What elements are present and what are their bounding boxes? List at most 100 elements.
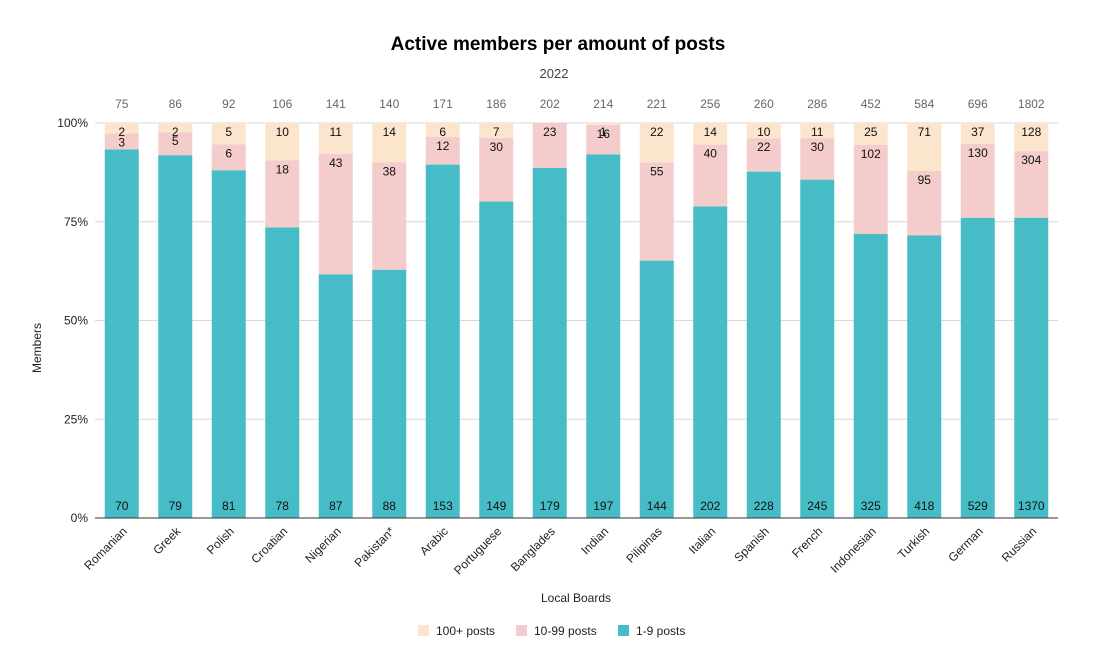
bar-segment	[211, 144, 246, 171]
bar-total-label: 214	[593, 97, 613, 111]
data-label: 228	[754, 499, 774, 513]
bar-segment	[104, 123, 139, 134]
data-label: 43	[329, 156, 343, 170]
data-label: 179	[540, 499, 560, 513]
bar-segment	[425, 164, 460, 518]
data-label: 529	[968, 499, 988, 513]
bar-segment	[104, 149, 139, 519]
bar-segment	[639, 123, 674, 163]
data-label: 153	[433, 499, 453, 513]
y-tick-label: 75%	[64, 215, 88, 229]
data-label: 71	[918, 125, 932, 139]
bar-segment	[853, 144, 888, 234]
bar-total-label: 221	[647, 97, 667, 111]
x-tick-label: Pilipinas	[623, 524, 665, 566]
bar-segment	[907, 171, 942, 236]
data-label: 12	[436, 139, 450, 153]
x-tick-label: Turkish	[895, 524, 932, 561]
x-tick-label: German	[945, 524, 986, 565]
x-tick-label: Italian	[686, 524, 719, 557]
data-label: 23	[543, 125, 557, 139]
bar-total-label: 260	[754, 97, 774, 111]
bar-segment	[158, 132, 193, 156]
data-label: 88	[383, 499, 397, 513]
y-axis-ticks: 0% 25% 50% 75% 100%	[57, 116, 88, 525]
bar-segment	[265, 160, 300, 228]
data-label: 304	[1021, 153, 1041, 167]
bar-total-label: 286	[807, 97, 827, 111]
bar-totals: 7032757952868165927818101068743111418838…	[115, 97, 1045, 513]
data-label: 197	[593, 499, 613, 513]
bar-total-label: 86	[169, 97, 183, 111]
legend-swatch	[618, 625, 629, 636]
x-axis-ticks: Romanian Greek Polish Croatian Nigerian Pakis…	[81, 524, 1039, 578]
legend-label: 1-9 posts	[636, 624, 685, 638]
legend-swatch	[516, 625, 527, 636]
x-tick-label: Polish	[204, 524, 237, 557]
x-tick-label: Indian	[578, 524, 611, 557]
data-label: 102	[861, 147, 881, 161]
bar-segment	[158, 123, 193, 133]
data-label: 81	[222, 499, 236, 513]
bar-segment	[586, 123, 621, 125]
bar-segment	[532, 123, 567, 168]
bar-segment	[800, 138, 835, 180]
bar-segment	[639, 260, 674, 518]
bar-segment	[1014, 217, 1049, 519]
bar-segment	[853, 123, 888, 145]
data-label: 5	[225, 125, 232, 139]
data-label: 22	[650, 125, 664, 139]
legend-swatch	[418, 625, 429, 636]
data-label: 55	[650, 164, 664, 178]
bars	[104, 123, 1049, 519]
x-tick-label: Nigerian	[302, 524, 344, 566]
data-label: 22	[757, 140, 771, 154]
data-label: 2	[118, 125, 125, 139]
data-label: 10	[276, 125, 290, 139]
bar-total-label: 696	[968, 97, 988, 111]
bar-segment	[479, 137, 514, 202]
data-label: 95	[918, 173, 932, 187]
bar-segment	[853, 233, 888, 519]
bar-segment	[372, 162, 407, 270]
data-label: 16	[597, 127, 611, 141]
bar-segment	[746, 171, 781, 518]
data-label: 11	[330, 125, 343, 139]
data-label: 30	[490, 140, 504, 154]
bar-total-label: 1802	[1018, 97, 1045, 111]
y-tick-label: 100%	[57, 116, 88, 130]
data-label: 149	[486, 499, 506, 513]
bar-segment	[425, 136, 460, 165]
bar-segment	[800, 123, 835, 139]
x-tick-label: Banglades	[508, 524, 558, 574]
bar-segment	[318, 123, 353, 154]
bar-segment	[318, 274, 353, 518]
gridlines	[95, 122, 1058, 420]
data-label: 325	[861, 499, 881, 513]
data-label: 38	[383, 165, 397, 179]
bar-segment	[746, 138, 781, 172]
x-tick-label: Russian	[999, 524, 1040, 565]
legend-label: 100+ posts	[436, 624, 495, 638]
bar-segment	[586, 154, 621, 518]
data-label: 25	[864, 125, 878, 139]
bar-total-label: 171	[433, 97, 453, 111]
data-label: 144	[647, 499, 667, 513]
data-label: 40	[704, 147, 718, 161]
data-label: 5	[172, 134, 179, 148]
y-tick-label: 0%	[71, 511, 89, 525]
bar-total-label: 75	[115, 97, 129, 111]
bar-segment	[211, 123, 246, 145]
data-label: 3	[118, 136, 125, 150]
x-tick-label: Greek	[150, 524, 184, 558]
chart-title: Active members per amount of posts	[391, 34, 726, 55]
bar-segment	[586, 124, 621, 155]
bar-total-label: 141	[326, 97, 346, 111]
bar-segment	[265, 227, 300, 518]
data-label: 2	[172, 125, 179, 139]
y-tick-label: 25%	[64, 412, 88, 426]
legend-label: 10-99 posts	[534, 624, 597, 638]
data-label: 7	[493, 125, 500, 139]
data-label: 128	[1021, 125, 1041, 139]
